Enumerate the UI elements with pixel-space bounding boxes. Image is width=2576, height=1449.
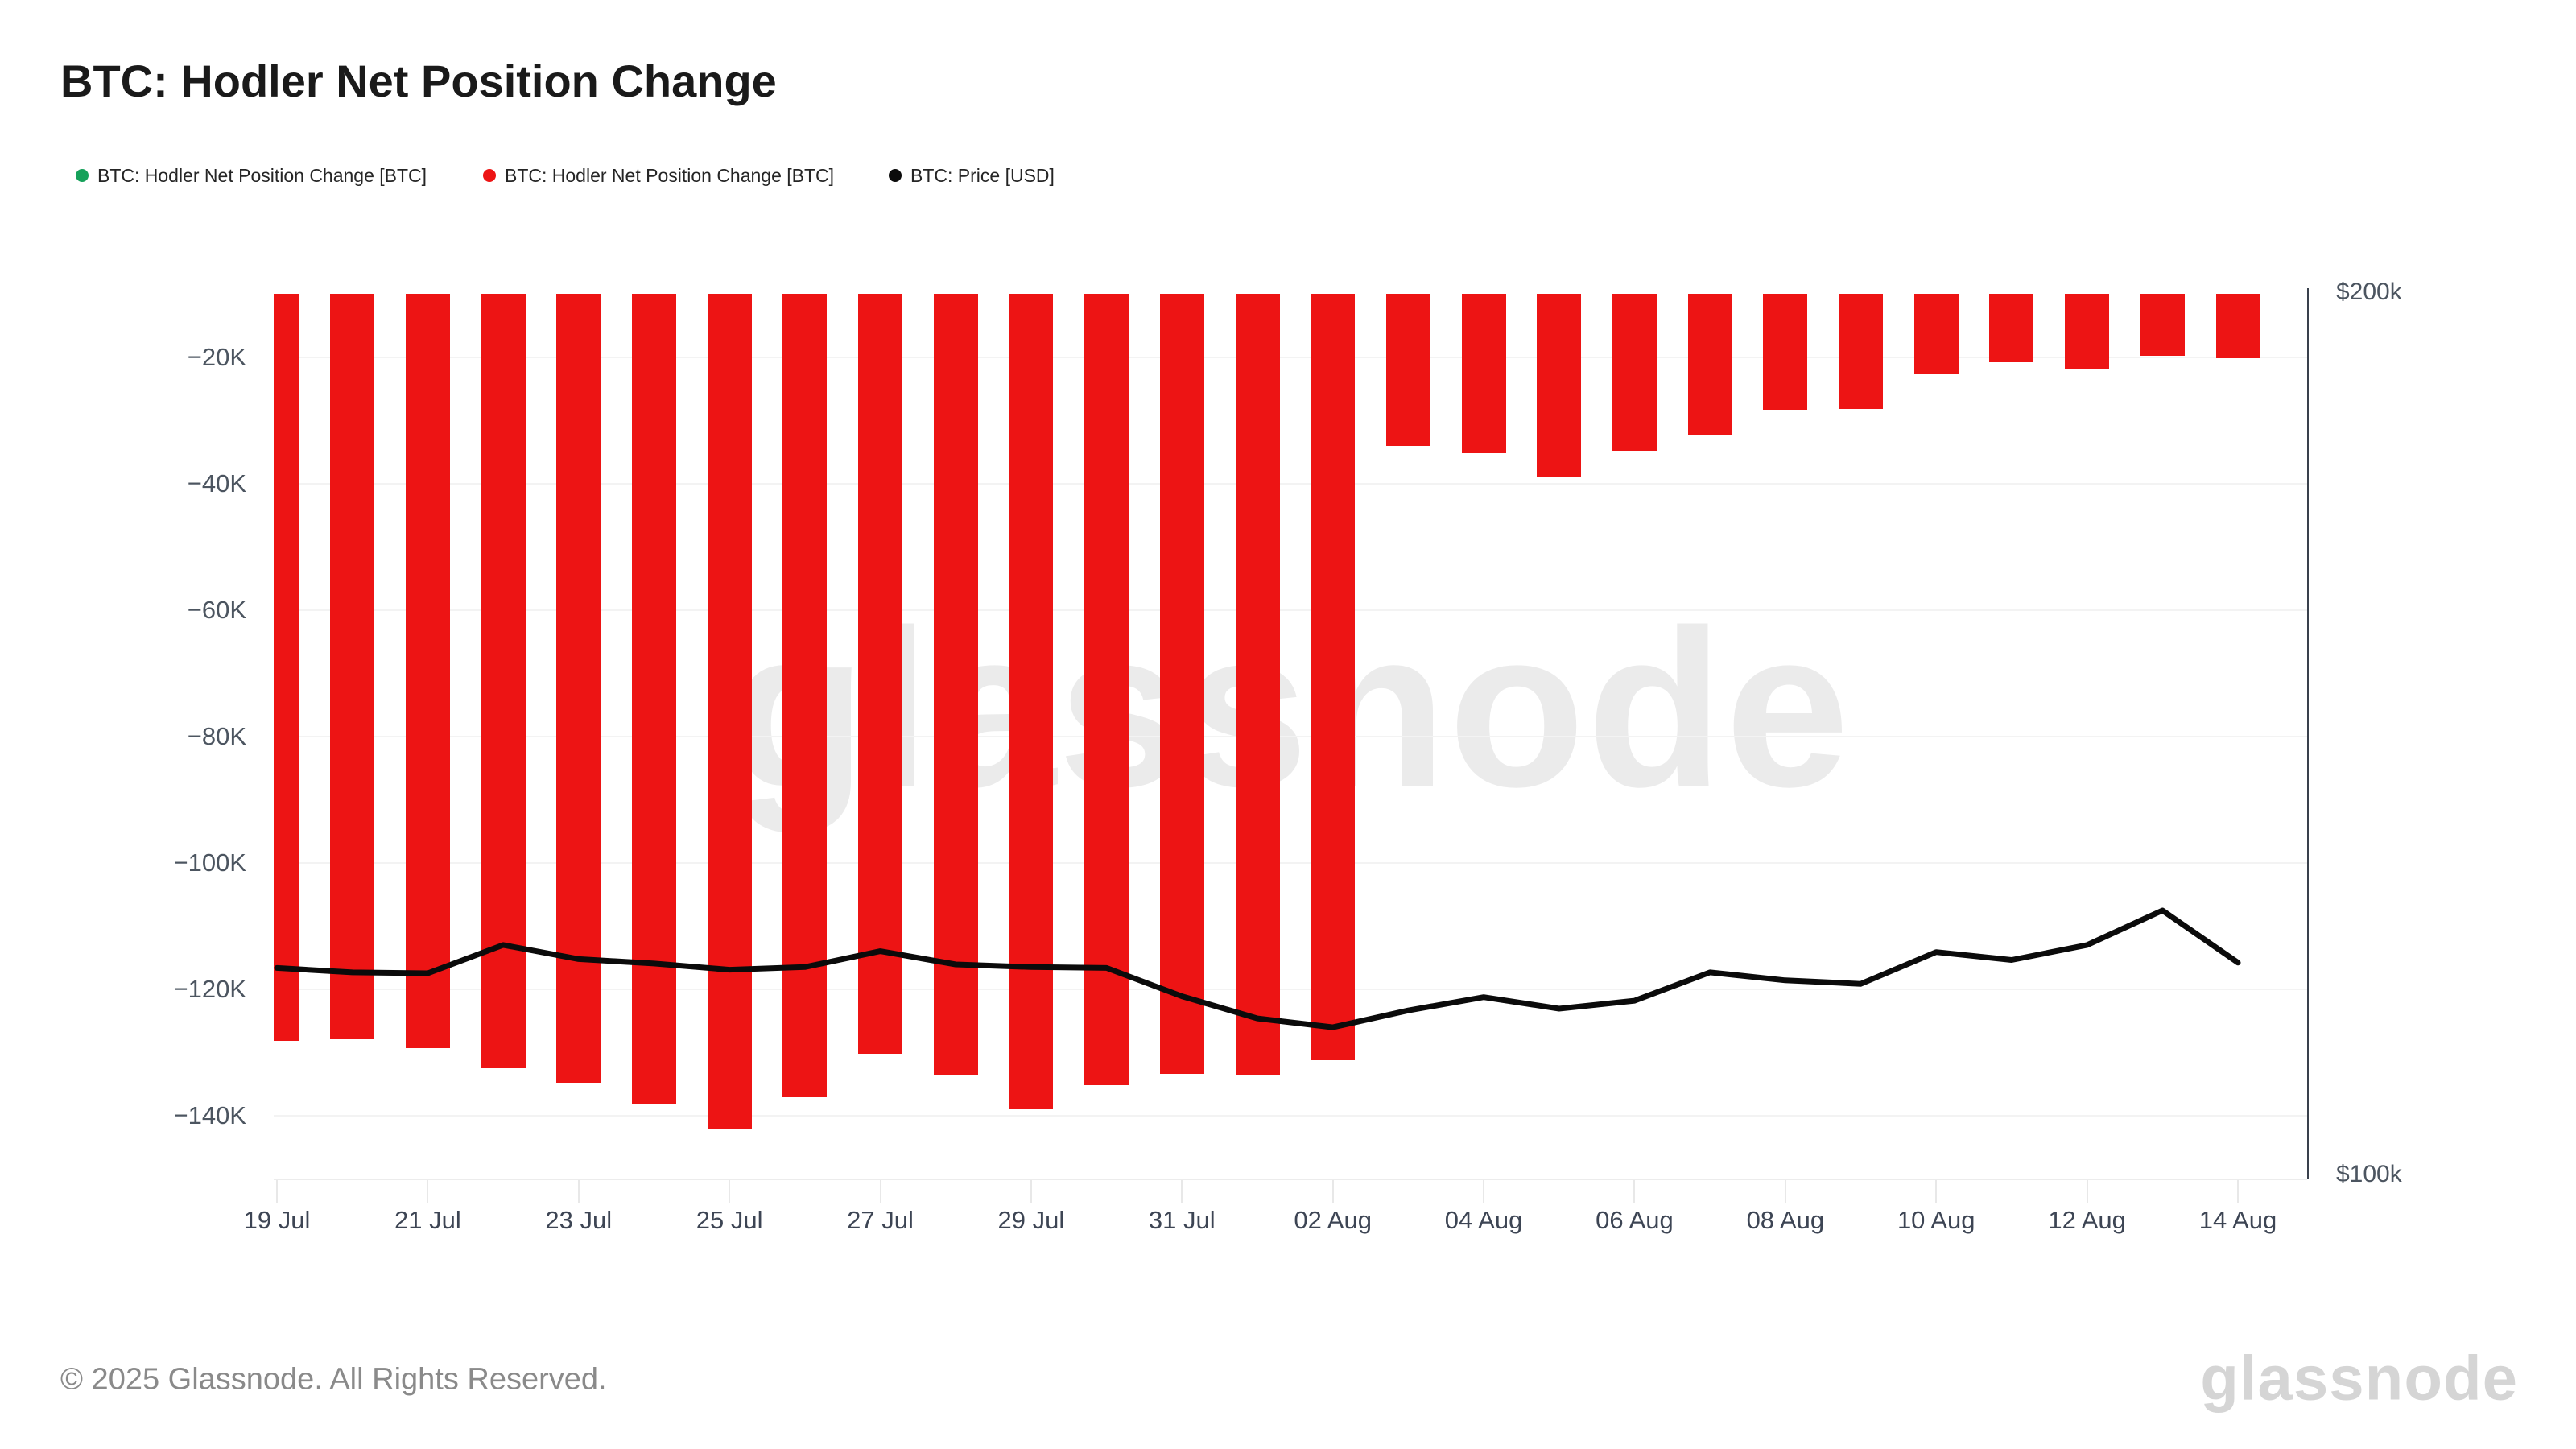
x-axis-tick: [1784, 1180, 1786, 1203]
x-axis-tick: [1331, 1180, 1334, 1203]
right-axis-label-100k: $100k: [2336, 1161, 2402, 1187]
legend-item-label: BTC: Hodler Net Position Change [BTC]: [97, 164, 427, 186]
x-axis-line: [274, 1179, 2307, 1180]
legend-item-hodler-negative[interactable]: BTC: Hodler Net Position Change [BTC]: [483, 163, 834, 188]
x-axis-tick: [427, 1180, 429, 1203]
y-axis-label: −120K: [173, 974, 246, 1003]
hodler-net-position-bar: [1763, 294, 1808, 411]
x-axis-tick: [1935, 1180, 1938, 1203]
hodler-net-position-bar: [556, 294, 601, 1083]
gridline: [274, 1114, 2307, 1117]
hodler-net-position-bar: [1839, 294, 1884, 409]
x-axis-tick: [577, 1180, 580, 1203]
x-axis-label: 12 Aug: [2048, 1206, 2126, 1234]
x-axis-label: 06 Aug: [1596, 1206, 1674, 1234]
x-axis-label: 23 Jul: [545, 1206, 613, 1234]
right-axis-line: [2307, 288, 2309, 1179]
y-axis-label: −100K: [173, 848, 246, 877]
right-axis-label-200k: $200k: [2336, 279, 2402, 305]
x-axis-label: 31 Jul: [1148, 1206, 1216, 1234]
hodler-net-position-bar: [1913, 294, 1959, 375]
hodler-net-position-bar: [1084, 294, 1129, 1085]
x-axis-label: 21 Jul: [394, 1206, 461, 1234]
hodler-net-position-bar: [858, 294, 903, 1055]
hodler-net-position-bar: [2140, 294, 2185, 356]
legend-item-label: BTC: Hodler Net Position Change [BTC]: [505, 164, 835, 186]
x-axis-tick: [729, 1180, 731, 1203]
x-axis-label: 02 Aug: [1294, 1206, 1372, 1234]
x-axis-label: 27 Jul: [847, 1206, 914, 1234]
x-axis-tick: [1181, 1180, 1183, 1203]
hodler-net-position-bar: [1612, 294, 1657, 452]
red-dot-icon: [483, 169, 496, 182]
legend-item-label: BTC: Price [USD]: [910, 164, 1055, 186]
x-axis-tick: [2086, 1180, 2088, 1203]
bars-clip: [274, 294, 2307, 1179]
gridline: [274, 988, 2307, 990]
copyright-text: © 2025 Glassnode. All Rights Reserved.: [60, 1362, 607, 1397]
gridline: [274, 861, 2307, 864]
x-axis-tick: [1483, 1180, 1485, 1203]
y-axis-label: −140K: [173, 1100, 246, 1129]
x-axis-tick: [1030, 1180, 1032, 1203]
x-axis-label: 29 Jul: [997, 1206, 1065, 1234]
y-axis-label: −80K: [187, 721, 246, 750]
hodler-net-position-bar: [1385, 294, 1430, 447]
hodler-net-position-bar: [2215, 294, 2260, 359]
gridline: [274, 735, 2307, 737]
x-axis-tick: [276, 1180, 278, 1203]
hodler-net-position-bar: [1009, 294, 1054, 1109]
hodler-net-position-bar: [1311, 294, 1356, 1061]
legend-item-hodler-positive[interactable]: BTC: Hodler Net Position Change [BTC]: [76, 163, 427, 188]
green-dot-icon: [76, 169, 89, 182]
x-axis-label: 14 Aug: [2198, 1206, 2277, 1234]
hodler-net-position-bar: [1687, 294, 1732, 436]
x-axis-label: 25 Jul: [696, 1206, 763, 1234]
price-line: [274, 907, 2241, 1030]
legend: BTC: Hodler Net Position Change [BTC] BT…: [0, 163, 2576, 188]
hodler-net-position-bar: [405, 294, 450, 1049]
hodler-net-position-bar: [1235, 294, 1280, 1076]
hodler-net-position-bar: [707, 294, 752, 1129]
x-axis-tick: [1633, 1180, 1636, 1203]
glassnode-watermark: glassnode: [729, 583, 1852, 833]
x-axis-tick: [2237, 1180, 2239, 1203]
x-axis-label: 10 Aug: [1897, 1206, 1975, 1234]
x-axis-label: 19 Jul: [243, 1206, 311, 1234]
gridline: [274, 482, 2307, 485]
gridline: [274, 356, 2307, 358]
hodler-net-position-bar: [933, 294, 978, 1076]
glassnode-logo: glassnode: [2200, 1342, 2518, 1414]
hodler-net-position-bar: [1989, 294, 2034, 362]
page-title: BTC: Hodler Net Position Change: [60, 56, 777, 106]
x-axis-label: 08 Aug: [1746, 1206, 1825, 1234]
hodler-net-position-bar: [1537, 294, 1582, 477]
hodler-net-position-bar: [1159, 294, 1204, 1075]
hodler-net-position-bar: [1461, 294, 1506, 453]
y-axis-label: −20K: [187, 342, 246, 371]
hodler-net-position-bar: [2065, 294, 2110, 369]
black-dot-icon: [889, 169, 902, 182]
hodler-net-position-bar: [274, 294, 299, 1041]
hodler-net-position-bar: [481, 294, 526, 1069]
legend-item-price[interactable]: BTC: Price [USD]: [889, 163, 1055, 188]
y-axis-label: −40K: [187, 469, 246, 497]
y-axis-label: −60K: [187, 595, 246, 624]
hodler-net-position-bar: [631, 294, 676, 1104]
hodler-net-position-bar: [330, 294, 375, 1039]
gridline: [274, 609, 2307, 611]
x-axis-tick: [879, 1180, 881, 1203]
x-axis-label: 04 Aug: [1444, 1206, 1523, 1234]
